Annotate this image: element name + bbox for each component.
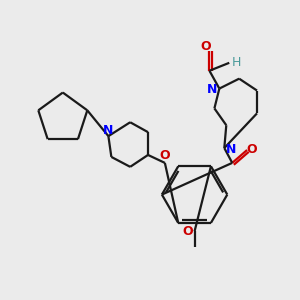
Text: H: H (232, 56, 241, 69)
Text: N: N (103, 124, 114, 137)
Text: O: O (160, 149, 170, 162)
Text: O: O (182, 225, 193, 238)
Text: O: O (200, 40, 211, 53)
Text: N: N (226, 142, 236, 155)
Text: O: O (247, 142, 257, 155)
Text: N: N (207, 83, 218, 96)
